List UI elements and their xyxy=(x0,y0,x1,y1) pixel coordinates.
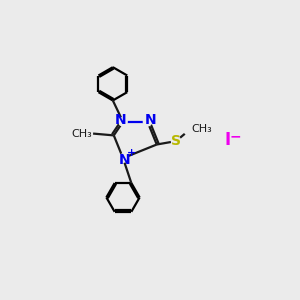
Circle shape xyxy=(172,136,181,146)
Text: N: N xyxy=(145,113,156,128)
Text: S: S xyxy=(171,134,181,148)
Text: I: I xyxy=(225,131,231,149)
Text: +: + xyxy=(127,148,136,158)
Circle shape xyxy=(143,118,152,126)
Text: CH₃: CH₃ xyxy=(191,124,212,134)
Text: N: N xyxy=(114,113,126,128)
Text: CH₃: CH₃ xyxy=(71,129,92,139)
Circle shape xyxy=(184,123,197,136)
Circle shape xyxy=(119,154,127,162)
Text: −: − xyxy=(230,130,242,143)
Text: N: N xyxy=(118,153,130,167)
Circle shape xyxy=(119,118,127,126)
